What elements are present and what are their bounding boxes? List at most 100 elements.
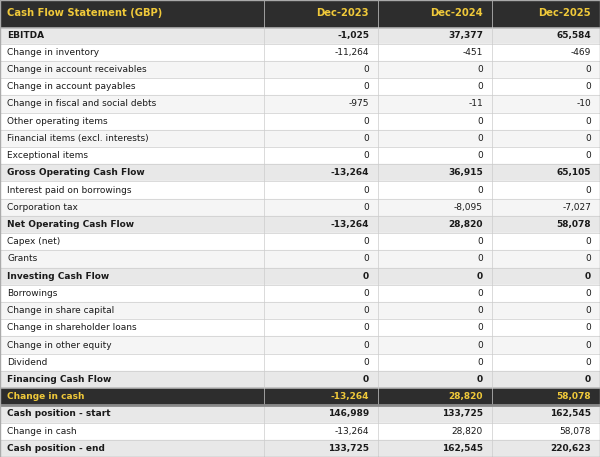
Text: Dividend: Dividend [7, 358, 47, 367]
Bar [0, 61, 600, 78]
Text: 0: 0 [477, 117, 483, 126]
Text: 58,078: 58,078 [560, 427, 591, 436]
Text: 220,623: 220,623 [550, 444, 591, 453]
Text: 0: 0 [585, 324, 591, 332]
Bar [0, 285, 600, 302]
Text: 0: 0 [363, 186, 369, 195]
Text: Dec-2025: Dec-2025 [538, 8, 591, 18]
Text: 0: 0 [363, 324, 369, 332]
Bar [0, 336, 600, 354]
Text: Dec-2023: Dec-2023 [317, 8, 369, 18]
Text: Investing Cash Flow: Investing Cash Flow [7, 272, 109, 281]
Text: 0: 0 [363, 358, 369, 367]
Text: Financial items (excl. interests): Financial items (excl. interests) [7, 134, 149, 143]
Bar [0, 268, 600, 285]
Text: 28,820: 28,820 [449, 392, 483, 401]
Text: Interest paid on borrowings: Interest paid on borrowings [7, 186, 132, 195]
Text: 162,545: 162,545 [550, 409, 591, 419]
Text: 0: 0 [363, 117, 369, 126]
Text: Dec-2024: Dec-2024 [430, 8, 483, 18]
Text: 0: 0 [477, 151, 483, 160]
Bar [0, 250, 600, 268]
Text: 0: 0 [477, 306, 483, 315]
Text: 0: 0 [363, 82, 369, 91]
Text: 0: 0 [363, 289, 369, 298]
Bar [0, 199, 600, 216]
Text: 0: 0 [477, 340, 483, 350]
Text: Change in shareholder loans: Change in shareholder loans [7, 324, 137, 332]
Text: -11: -11 [468, 100, 483, 108]
Text: Grants: Grants [7, 255, 37, 264]
Text: 65,584: 65,584 [556, 31, 591, 40]
Text: -451: -451 [463, 48, 483, 57]
Bar [0, 112, 600, 130]
Text: 37,377: 37,377 [448, 31, 483, 40]
Text: Change in other equity: Change in other equity [7, 340, 112, 350]
Text: Capex (net): Capex (net) [7, 237, 61, 246]
Bar [0, 319, 600, 336]
Text: 0: 0 [585, 82, 591, 91]
Text: 0: 0 [477, 65, 483, 74]
Text: Borrowings: Borrowings [7, 289, 58, 298]
Text: -469: -469 [571, 48, 591, 57]
Text: 0: 0 [477, 237, 483, 246]
Text: 58,078: 58,078 [556, 392, 591, 401]
Text: Gross Operating Cash Flow: Gross Operating Cash Flow [7, 168, 145, 177]
Text: Change in cash: Change in cash [7, 427, 77, 436]
Text: Corporation tax: Corporation tax [7, 203, 78, 212]
Text: 58,078: 58,078 [556, 220, 591, 229]
Text: EBITDA: EBITDA [7, 31, 44, 40]
Text: -975: -975 [349, 100, 369, 108]
Text: 0: 0 [585, 151, 591, 160]
Text: 0: 0 [363, 65, 369, 74]
Text: -13,264: -13,264 [331, 168, 369, 177]
Text: 0: 0 [477, 186, 483, 195]
Bar [0, 44, 600, 61]
Text: 28,820: 28,820 [449, 220, 483, 229]
Bar [0, 164, 600, 181]
Text: Change in account payables: Change in account payables [7, 82, 136, 91]
Text: -13,264: -13,264 [331, 392, 369, 401]
Text: 0: 0 [363, 237, 369, 246]
Text: -7,027: -7,027 [562, 203, 591, 212]
Text: 0: 0 [585, 306, 591, 315]
Text: Cash Flow Statement (GBP): Cash Flow Statement (GBP) [7, 8, 163, 18]
Text: 0: 0 [585, 340, 591, 350]
Text: 36,915: 36,915 [448, 168, 483, 177]
Text: 0: 0 [585, 358, 591, 367]
Text: 0: 0 [477, 255, 483, 264]
Text: 0: 0 [363, 306, 369, 315]
Text: 28,820: 28,820 [452, 427, 483, 436]
Text: -13,264: -13,264 [335, 427, 369, 436]
Text: 65,105: 65,105 [557, 168, 591, 177]
Text: 0: 0 [363, 151, 369, 160]
Bar [0, 371, 600, 388]
Text: 0: 0 [477, 358, 483, 367]
Text: 0: 0 [585, 117, 591, 126]
Text: Net Operating Cash Flow: Net Operating Cash Flow [7, 220, 134, 229]
Text: 0: 0 [585, 375, 591, 384]
Bar [0, 423, 600, 440]
Text: Change in account receivables: Change in account receivables [7, 65, 147, 74]
Bar [0, 78, 600, 96]
Bar [0, 27, 600, 44]
Text: 0: 0 [363, 134, 369, 143]
Text: Change in share capital: Change in share capital [7, 306, 115, 315]
Bar [0, 147, 600, 164]
Text: Other operating items: Other operating items [7, 117, 108, 126]
Text: 0: 0 [585, 134, 591, 143]
Bar [0, 181, 600, 199]
Text: -13,264: -13,264 [331, 220, 369, 229]
Text: 0: 0 [585, 272, 591, 281]
Text: 133,725: 133,725 [442, 409, 483, 419]
Text: 0: 0 [363, 272, 369, 281]
Text: 0: 0 [585, 255, 591, 264]
Bar [0, 233, 600, 250]
Text: Cash position - end: Cash position - end [7, 444, 105, 453]
Text: 0: 0 [477, 289, 483, 298]
Text: Exceptional items: Exceptional items [7, 151, 88, 160]
Text: 0: 0 [363, 340, 369, 350]
Bar [0, 96, 600, 112]
Text: 0: 0 [477, 82, 483, 91]
Text: 0: 0 [363, 255, 369, 264]
